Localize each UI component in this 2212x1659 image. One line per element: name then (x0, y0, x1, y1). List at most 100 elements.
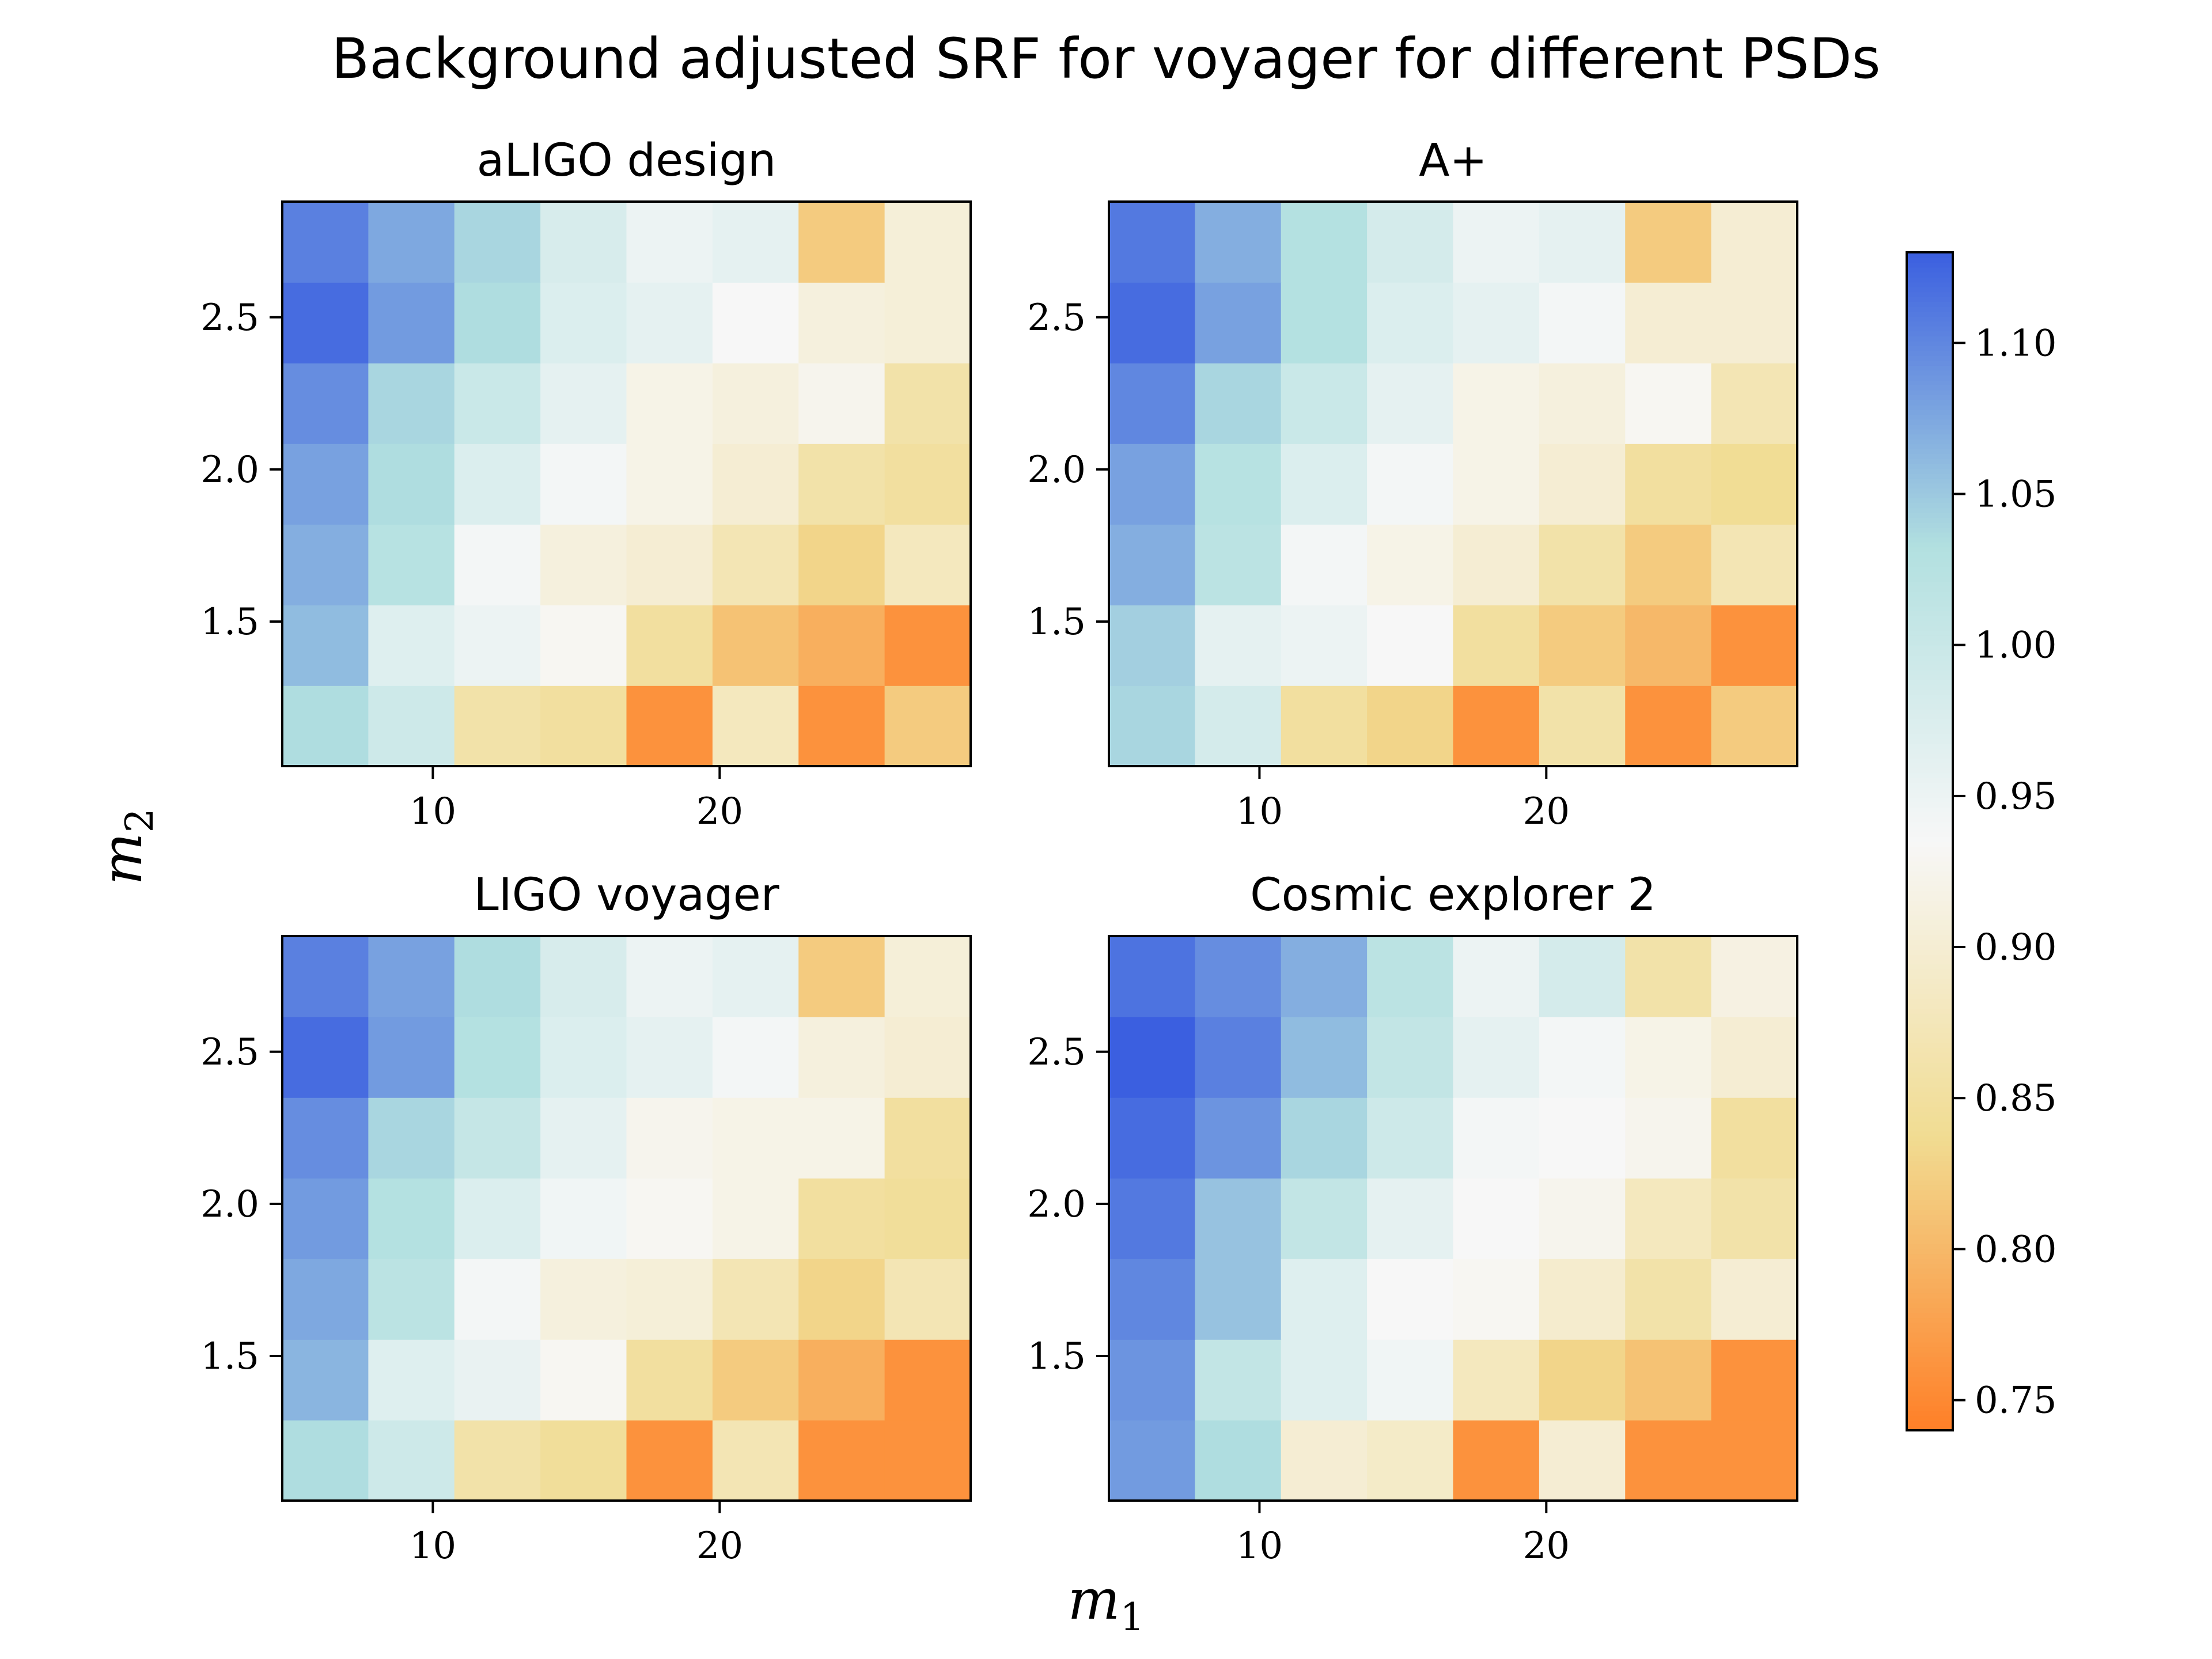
colorbar-band (1907, 429, 1953, 435)
heatmap-cell (1625, 1339, 1712, 1421)
heatmap-cell (884, 1178, 971, 1259)
colorbar-band (1907, 728, 1953, 734)
colorbar-band (1907, 262, 1953, 268)
heatmap-cell (454, 1259, 541, 1340)
heatmap-cell (626, 1097, 713, 1179)
colorbar-band (1907, 350, 1953, 356)
colorbar-band (1907, 1013, 1953, 1019)
heatmap-cell (1539, 524, 1626, 605)
colorbar-band (1907, 699, 1953, 704)
colorbar-band (1907, 345, 1953, 351)
colorbar-band (1907, 826, 1953, 832)
heatmap-cell (798, 363, 885, 444)
y-tick-label: 2.5 (200, 1031, 259, 1074)
colorbar-band (1907, 974, 1953, 980)
heatmap-cell (626, 1259, 713, 1340)
colorbar-band (1907, 1008, 1953, 1014)
y-tick-label: 2.0 (200, 1183, 259, 1226)
colorbar-band (1907, 890, 1953, 896)
heatmap-cell (1453, 524, 1540, 605)
heatmap-cell (626, 1178, 713, 1259)
colorbar-band (1907, 296, 1953, 302)
heatmap-cell (368, 363, 455, 444)
heatmap-cell (884, 685, 971, 767)
heatmap-cell (884, 202, 971, 283)
colorbar-band (1907, 983, 1953, 990)
heatmap-cell (1453, 1178, 1540, 1259)
colorbar-band (1907, 998, 1953, 1004)
colorbar-band (1907, 1126, 1953, 1132)
colorbar-band (1907, 498, 1953, 503)
colorbar-band (1907, 1116, 1953, 1122)
colorbar-band (1907, 488, 1953, 494)
heatmap-cell (884, 524, 971, 605)
colorbar-band (1907, 600, 1953, 607)
colorbar-band (1907, 1018, 1953, 1024)
x-axis-label: m1 (1067, 1567, 1144, 1639)
colorbar-band (1907, 502, 1953, 509)
colorbar-band (1907, 885, 1953, 891)
colorbar-band (1907, 556, 1953, 562)
colorbar-band (1907, 895, 1953, 901)
heatmap-cell (454, 282, 541, 363)
colorbar-band (1907, 797, 1953, 803)
heatmap-cell (1453, 1017, 1540, 1098)
heatmap-cell (626, 1339, 713, 1421)
subplot-2: A+ 10 20 1.5 2.0 2.5 (1027, 135, 1798, 833)
heatmap-cell (1109, 1178, 1196, 1259)
heatmap-cell (454, 1097, 541, 1179)
x-tick-label: 20 (1523, 790, 1570, 833)
y-axis-label-sub: 2 (118, 808, 162, 832)
heatmap-cell (1453, 936, 1540, 1017)
colorbar-band (1907, 1214, 1953, 1220)
heatmap-cell (1711, 605, 1798, 686)
heatmap-cell (798, 202, 885, 283)
colorbar-band (1907, 596, 1953, 601)
heatmap-cell (626, 605, 713, 686)
colorbar-band (1907, 1268, 1953, 1274)
colorbar-band (1907, 1106, 1953, 1112)
heatmap-cell (626, 524, 713, 605)
heatmap-cell (1195, 685, 1282, 767)
y-tick-label: 1.5 (1027, 1335, 1086, 1378)
colorbar-band (1907, 1071, 1953, 1078)
colorbar-band (1907, 1145, 1953, 1152)
colorbar-band (1907, 1248, 1953, 1255)
colorbar-band (1907, 1135, 1953, 1142)
heatmap-cell (454, 1017, 541, 1098)
colorbar-band (1907, 252, 1953, 258)
heatmap-cell (1625, 605, 1712, 686)
colorbar-band (1907, 1003, 1953, 1009)
colorbar-band (1907, 1293, 1953, 1298)
heatmap-cell (1367, 1420, 1454, 1501)
colorbar-band (1907, 1406, 1953, 1411)
heatmap-cell (1195, 524, 1282, 605)
colorbar-band (1907, 419, 1953, 425)
colorbar-band (1907, 988, 1953, 994)
colorbar-band (1907, 316, 1953, 322)
heatmap-cell (1109, 1420, 1196, 1501)
colorbar-band (1907, 301, 1953, 307)
heatmap-cell (1367, 1259, 1454, 1340)
heatmap-cell (712, 1339, 800, 1421)
colorbar-band (1907, 1258, 1953, 1264)
axes-frame (1108, 200, 1798, 767)
y-tick-label: 1.5 (1027, 601, 1086, 643)
heatmap-cell (1281, 605, 1368, 686)
heatmap-cell (1109, 444, 1196, 525)
colorbar-band (1907, 738, 1953, 744)
colorbar-band (1907, 414, 1953, 420)
y-tick-label: 2.0 (1027, 1183, 1086, 1226)
colorbar-band (1907, 1121, 1953, 1127)
heatmap-cell (1539, 1339, 1626, 1421)
heatmap-cell (1539, 936, 1626, 1017)
heatmap-cell (368, 1097, 455, 1179)
colorbar-band (1907, 291, 1953, 297)
heatmap-cell (540, 685, 627, 767)
y-tick-label: 2.0 (200, 449, 259, 491)
heatmap-cell (1109, 1097, 1196, 1179)
colorbar-band (1907, 1092, 1953, 1097)
colorbar-band (1907, 1371, 1953, 1377)
heatmap-cell (884, 1420, 971, 1501)
heatmap-cell (368, 605, 455, 686)
